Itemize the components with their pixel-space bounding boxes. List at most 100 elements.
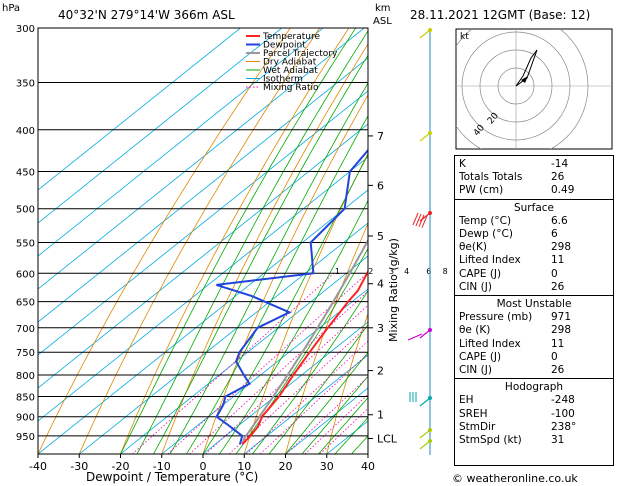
stats-separator: [455, 295, 613, 296]
wind-barb: [419, 329, 431, 339]
wind-barb-feathers: [409, 392, 417, 402]
height-tick-label: 3: [377, 322, 384, 335]
dry-adiabat-line: [38, 28, 291, 454]
surface-section-title: Surface: [513, 201, 554, 214]
stats-label: Pressure (mb): [459, 311, 533, 324]
stats-value: 11: [551, 254, 565, 267]
stats-value: 0: [551, 267, 558, 280]
dry-adiabat-line: [326, 312, 368, 454]
x-axis-title: Dewpoint / Temperature (°C): [86, 470, 259, 484]
stats-label: Lifted Index: [459, 337, 521, 350]
temperature-tick-label: 40: [361, 460, 375, 473]
pressure-tick-label: 550: [16, 238, 35, 249]
dry-adiabat-line: [243, 152, 368, 454]
wet-adiabat-line: [301, 375, 368, 454]
stats-value: -100: [551, 407, 575, 420]
hodograph-section-title: Hodograph: [504, 381, 564, 394]
storm-motion-marker: [521, 76, 528, 83]
dry-adiabat-line: [161, 43, 368, 454]
stats-separator: [455, 198, 613, 200]
stats-row: CAPE (J) 0: [459, 268, 609, 281]
pressure-tick-label: 400: [16, 126, 35, 137]
wet-adiabat-line: [153, 54, 368, 454]
stats-label: CIN (J): [459, 280, 492, 293]
wet-adiabat-line: [268, 323, 368, 454]
pressure-tick-label: 750: [16, 348, 35, 359]
legend-label: Dry Adiabat: [263, 58, 317, 68]
parcel-trajectory-line: [241, 238, 368, 445]
stats-value: 0.49: [551, 184, 575, 197]
wind-barb: [419, 29, 431, 39]
stats-label: PW (cm): [459, 184, 504, 197]
temperature-tick-label: -10: [153, 460, 171, 473]
pressure-tick-label: 900: [16, 413, 35, 424]
datetime-title: 28.11.2021 12GMT (Base: 12): [410, 8, 591, 22]
temperature-tick-label: 20: [279, 460, 293, 473]
barb-feather: [418, 214, 425, 227]
stats-row: Lifted Index 11: [459, 254, 609, 267]
pressure-tick-label: 700: [16, 324, 35, 335]
wind-barb-feathers: [412, 212, 428, 228]
mixing-ratio-line: [132, 273, 335, 454]
temperature-tick-label: -40: [29, 460, 47, 473]
hodograph-unit-label: kt: [460, 32, 469, 42]
wet-adiabat-line: [219, 199, 368, 454]
stats-row: θe (K) 298: [459, 324, 609, 337]
stats-row: θe(K) 298: [459, 241, 609, 254]
stats-label: StmSpd (kt): [459, 434, 522, 446]
stats-label: K: [459, 158, 466, 170]
temperature-tick-label: 0: [200, 460, 207, 473]
km-unit-label: km: [375, 3, 391, 14]
legend-label: Temperature: [262, 32, 320, 42]
barb-feather: [412, 212, 419, 226]
stats-value: 11: [551, 337, 565, 350]
wet-adiabat-line: [169, 82, 368, 454]
stats-value: 26: [551, 364, 565, 376]
asl-unit-label: ASL: [373, 16, 392, 27]
pressure-tick-label: 350: [16, 79, 35, 90]
height-tick-label: 5: [377, 230, 384, 243]
pressure-tick-label: 650: [16, 298, 35, 309]
stats-value: -248: [551, 394, 575, 407]
stats-label: EH: [459, 394, 474, 407]
mixing-ratio-line: [205, 304, 368, 454]
wet-adiabat-line: [120, 28, 357, 454]
mixing-ratio-line: [285, 376, 368, 454]
mixing-ratio-label: 3: [389, 267, 394, 276]
wet-adiabat-line: [136, 30, 368, 454]
legend-label: Mixing Ratio: [263, 83, 319, 93]
stats-panel: K -14 Totals Totals 26 PW (cm) 0.49 Surface Tem…: [454, 155, 614, 466]
stats-label: CAPE (J): [459, 350, 502, 363]
height-tick-label: 1: [377, 409, 384, 422]
legend-label: Wet Adiabat: [263, 66, 318, 76]
mixing-ratio-line: [246, 340, 368, 454]
mixing-ratio-line: [319, 407, 368, 454]
hodograph-rings: [456, 29, 612, 149]
stats-row: CIN (J) 26: [459, 281, 609, 294]
height-tick-label: 7: [377, 130, 384, 143]
barb-feather: [421, 215, 428, 228]
location-title: 40°32'N 279°14'W 366m ASL: [58, 8, 235, 22]
stats-row: StmSpd (kt) 31: [459, 434, 609, 447]
stats-label: θe (K): [459, 324, 491, 337]
stats-label: CIN (J): [459, 364, 492, 376]
temperature-tick-label: 10: [237, 460, 251, 473]
dry-adiabat-line: [616, 0, 629, 454]
mixing-ratio-label: 8: [443, 267, 448, 276]
mixing-ratio-label: 4: [404, 267, 409, 276]
mixing-ratio-line: [304, 393, 368, 454]
isotherm-line: [202, 321, 368, 454]
isotherm-line: [244, 354, 368, 454]
stats-row: CAPE (J) 0: [459, 351, 609, 364]
stats-label: Totals Totals: [459, 171, 523, 184]
hpa-unit-label: hPa: [2, 3, 21, 14]
pressure-tick-label: 600: [16, 269, 35, 280]
stats-value: 971: [551, 311, 572, 324]
stats-row: Dewp (°C) 6: [459, 228, 609, 241]
wet-adiabat-line: [252, 289, 368, 454]
isotherm-line: [79, 222, 368, 454]
stats-row: PW (cm) 0.49: [459, 184, 609, 197]
stats-value: 0: [551, 350, 558, 363]
